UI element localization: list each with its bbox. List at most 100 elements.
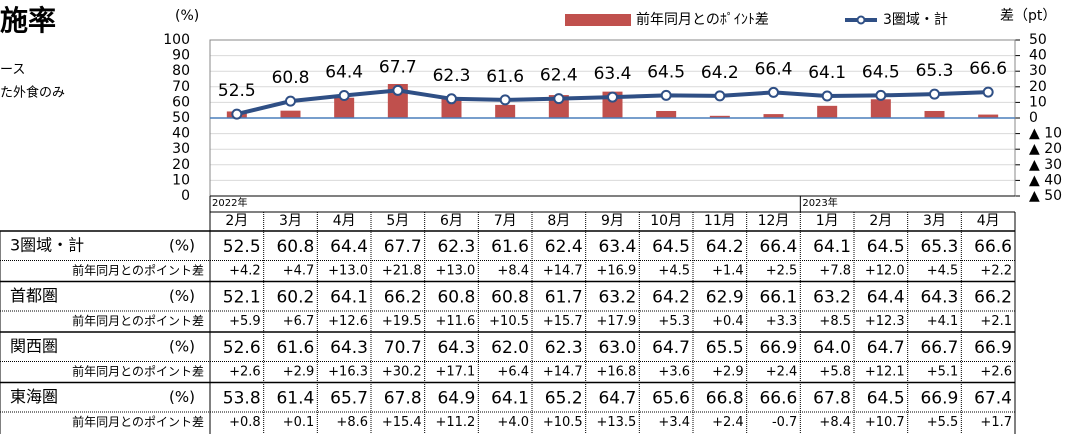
- bar: [441, 97, 462, 118]
- table-value: 64.3: [920, 287, 958, 307]
- y-tick-label: 70: [172, 79, 190, 95]
- table-diff: +2.6: [980, 365, 1012, 380]
- table-diff: +4.1: [927, 314, 959, 329]
- line-marker: [875, 89, 887, 101]
- table-value: 64.9: [437, 388, 475, 408]
- bar: [870, 99, 891, 118]
- table-value: 63.2: [813, 287, 851, 307]
- table-diff: +14.7: [543, 365, 583, 380]
- table-value: 67.8: [384, 388, 422, 408]
- table-value: 66.2: [974, 287, 1012, 307]
- table-value: 65.7: [330, 388, 368, 408]
- note: た外食のみ: [0, 85, 65, 101]
- month-label: 4月: [977, 213, 1000, 229]
- bar: [656, 110, 677, 118]
- table-diff: +19.5: [382, 314, 422, 329]
- y2-tick-label: 10: [1029, 94, 1047, 110]
- table-value: 66.6: [759, 388, 797, 408]
- table-diff: +30.2: [382, 365, 422, 380]
- legend-label: 3圏域・計: [883, 12, 948, 28]
- month-label: 1月: [816, 213, 839, 229]
- table-value: 64.3: [437, 338, 475, 358]
- table-value: 64.2: [706, 237, 744, 257]
- y-tick-label: 60: [172, 94, 190, 110]
- y-tick-label: 10: [172, 172, 190, 188]
- y2-tick-label: ▲ 40: [1029, 172, 1062, 188]
- month-label: 10月: [650, 213, 682, 229]
- bar: [924, 110, 945, 118]
- data-label: 64.2: [701, 63, 739, 83]
- table-diff: +13.0: [328, 264, 368, 279]
- y-tick-label: 40: [172, 126, 190, 142]
- table-diff: +5.9: [229, 314, 261, 329]
- table-value: 66.2: [384, 287, 422, 307]
- table-diff: +5.1: [927, 365, 959, 380]
- y-tick-label: 0: [181, 188, 190, 204]
- table-value: 52.1: [223, 287, 261, 307]
- line-marker: [821, 90, 833, 102]
- table-diff: +2.5: [766, 264, 798, 279]
- table-diff: +12.1: [865, 365, 905, 380]
- table-diff: +16.9: [596, 264, 636, 279]
- table-diff: +2.2: [980, 264, 1012, 279]
- month-label: 8月: [547, 213, 570, 229]
- y2-axis-label: 差（pt）: [1000, 8, 1056, 24]
- row-label: 関西圏: [10, 336, 58, 355]
- table-value: 66.8: [706, 388, 744, 408]
- table-diff: +12.6: [328, 314, 368, 329]
- table-value: 60.8: [491, 287, 529, 307]
- table-diff: +1.4: [712, 264, 744, 279]
- line-marker: [714, 90, 726, 102]
- month-label: 3月: [279, 213, 302, 229]
- table-diff: +8.4: [819, 415, 851, 430]
- table-value: 65.2: [545, 388, 583, 408]
- table-value: 64.7: [652, 338, 690, 358]
- year-label: 2023年: [802, 196, 837, 209]
- table-value: 61.6: [276, 338, 314, 358]
- table-value: 64.1: [813, 237, 851, 257]
- data-label: 61.6: [486, 67, 524, 87]
- table-diff: +3.6: [658, 365, 690, 380]
- table-diff: +8.6: [336, 415, 368, 430]
- table-diff: +0.8: [229, 415, 261, 430]
- table-value: 61.6: [491, 237, 529, 257]
- table-diff: +13.5: [596, 415, 636, 430]
- table-value: 52.6: [223, 338, 261, 358]
- y-tick-label: 80: [172, 63, 190, 79]
- table-value: 70.7: [384, 338, 422, 358]
- table-diff: +4.5: [658, 264, 690, 279]
- table-diff: +6.7: [283, 314, 315, 329]
- table-value: 67.7: [384, 237, 422, 257]
- y-tick-label: 30: [172, 141, 190, 157]
- y2-tick-label: 20: [1029, 79, 1047, 95]
- table-value: 64.3: [330, 338, 368, 358]
- data-label: 65.3: [916, 61, 954, 81]
- line-marker: [553, 93, 565, 105]
- row-label: 東海圏: [10, 387, 58, 406]
- table-value: 64.7: [867, 338, 905, 358]
- table-value: 53.8: [223, 388, 261, 408]
- table-value: 52.5: [223, 237, 261, 257]
- table-value: 64.5: [867, 237, 905, 257]
- table-value: 64.5: [652, 237, 690, 257]
- y-tick-label: 20: [172, 157, 190, 173]
- data-label: 66.4: [755, 59, 793, 79]
- table-diff: +8.5: [819, 314, 851, 329]
- table-diff: +10.7: [865, 415, 905, 430]
- row-label: 前年同月とのポイント差: [72, 414, 204, 429]
- table-diff: +11.6: [435, 314, 475, 329]
- table-diff: +2.4: [712, 415, 744, 430]
- legend-swatch: [565, 14, 631, 26]
- row-unit: (%): [169, 337, 195, 355]
- table-diff: +10.5: [489, 314, 529, 329]
- line-marker: [982, 86, 994, 98]
- line-marker: [929, 88, 940, 100]
- data-label: 67.7: [379, 57, 417, 77]
- month-label: 2月: [869, 213, 892, 229]
- y2-tick-label: 40: [1029, 48, 1047, 64]
- table-value: 66.9: [759, 338, 797, 358]
- table-value: 67.4: [974, 388, 1012, 408]
- table-value: 61.7: [545, 287, 583, 307]
- title: 施率: [0, 4, 56, 37]
- table-value: 64.1: [330, 287, 368, 307]
